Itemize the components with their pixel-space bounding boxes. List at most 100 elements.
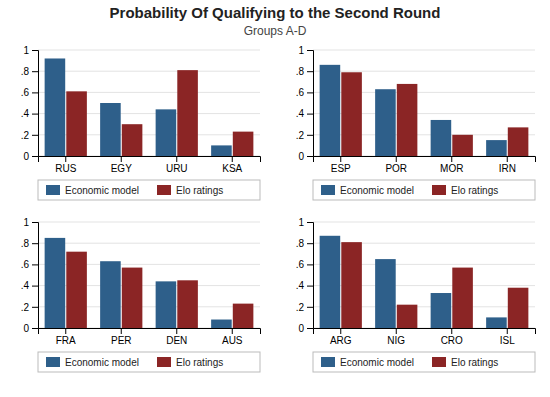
legend-item: Elo ratings (157, 357, 223, 368)
x-tick-label: FRA (56, 335, 76, 346)
subtitle: Groups A-D (244, 24, 307, 38)
y-tick-label: 1 (23, 45, 29, 56)
series (341, 72, 528, 156)
legend: Economic model Elo ratings (38, 352, 260, 372)
y-tick-mark (32, 156, 38, 157)
y-tick: .4 (21, 280, 38, 291)
bar (156, 281, 177, 328)
y-tick: .2 (21, 302, 38, 313)
panel: 0.2.4.6.81FRAPERDENAUSEconomic modelElo … (21, 217, 261, 372)
x-tick: KSA (222, 156, 242, 174)
x-axis: ARGNIGCROISL (314, 328, 536, 346)
grid (38, 222, 260, 328)
legend-swatch (46, 185, 60, 195)
x-tick: URU (166, 156, 188, 174)
y-tick-mark (32, 50, 38, 51)
bar (156, 109, 177, 156)
x-tick: ESP (331, 156, 351, 174)
legend-swatch (321, 357, 335, 367)
legend-swatch (432, 357, 446, 367)
y-tick-label: .2 (21, 302, 30, 313)
y-tick: 1 (298, 217, 313, 228)
y-tick-label: .6 (296, 259, 305, 270)
y-tick: 0 (298, 151, 313, 162)
x-tick: PER (111, 328, 132, 346)
y-tick: .4 (296, 280, 313, 291)
y-tick-label: 0 (23, 151, 29, 162)
legend-label: Elo ratings (451, 357, 498, 368)
y-axis-line (32, 51, 39, 157)
y-tick-mark (32, 307, 38, 308)
y-tick-label: 1 (298, 217, 304, 228)
bar (320, 65, 341, 156)
x-axis: ESPPORMORIRN (314, 156, 536, 174)
bar (452, 268, 473, 328)
bar (341, 72, 362, 156)
x-tick-mark (232, 328, 233, 334)
y-tick: .6 (296, 87, 313, 98)
bar (100, 103, 121, 156)
legend-swatch (157, 185, 171, 195)
x-tick-label: AUS (222, 335, 243, 346)
legend-label: Elo ratings (176, 185, 223, 196)
x-tick-label: CRO (441, 335, 463, 346)
y-tick-mark (307, 286, 313, 287)
bar (431, 293, 452, 328)
bar (211, 145, 232, 156)
y-tick-label: .8 (21, 238, 30, 249)
x-tick: EGY (111, 156, 132, 174)
y-tick-label: 1 (23, 217, 29, 228)
bar (486, 140, 507, 156)
y-tick-label: .4 (21, 280, 30, 291)
x-tick-label: ISL (500, 335, 515, 346)
y-tick-mark (32, 264, 38, 265)
y-tick-label: 0 (298, 323, 304, 334)
x-tick-label: NIG (387, 335, 405, 346)
bar (233, 132, 254, 156)
legend: Economic modelElo ratings (38, 180, 260, 200)
x-tick-label: MOR (440, 163, 463, 174)
x-tick-mark (396, 156, 397, 162)
bar (66, 252, 87, 328)
x-tick: NIG (387, 328, 405, 346)
legend-swatch (321, 185, 335, 195)
series (45, 58, 232, 156)
x-tick-mark (396, 328, 397, 334)
y-tick-label: .2 (21, 130, 30, 141)
bar (508, 127, 529, 156)
x-tick-mark (121, 156, 122, 162)
y-tick-label: .8 (296, 66, 305, 77)
x-tick: IRN (499, 156, 516, 174)
y-tick: .8 (21, 238, 38, 249)
panel: 0.2.4.6.81ARGNIGCROISLEconomic modelElo … (296, 217, 536, 372)
y-tick-mark (307, 50, 313, 51)
y-tick: 0 (23, 323, 38, 334)
y-tick-label: .2 (296, 302, 305, 313)
legend-label: Elo ratings (176, 357, 223, 368)
bar (397, 84, 418, 156)
x-tick-label: PER (111, 335, 132, 346)
y-tick-mark (307, 71, 313, 72)
bars (45, 58, 254, 156)
legend-box (38, 352, 260, 372)
legend-label: Economic model (340, 185, 414, 196)
y-tick: .8 (296, 66, 313, 77)
x-tick-mark (121, 328, 122, 334)
x-tick-label: ESP (331, 163, 351, 174)
x-tick-mark (340, 156, 341, 162)
x-tick-mark (507, 328, 508, 334)
y-tick-mark (307, 222, 313, 223)
x-axis-line (314, 329, 536, 335)
x-tick-mark (65, 156, 66, 162)
legend-item: Economic model (46, 357, 139, 368)
legend-swatch (432, 185, 446, 195)
x-tick-mark (451, 156, 452, 162)
y-tick-label: .4 (21, 108, 30, 119)
x-axis-line (314, 157, 536, 163)
y-tick-mark (307, 92, 313, 93)
bar (397, 305, 418, 328)
bar (211, 320, 232, 328)
y-tick-mark (307, 114, 313, 115)
y-tick-mark (32, 114, 38, 115)
x-tick-mark (451, 328, 452, 334)
